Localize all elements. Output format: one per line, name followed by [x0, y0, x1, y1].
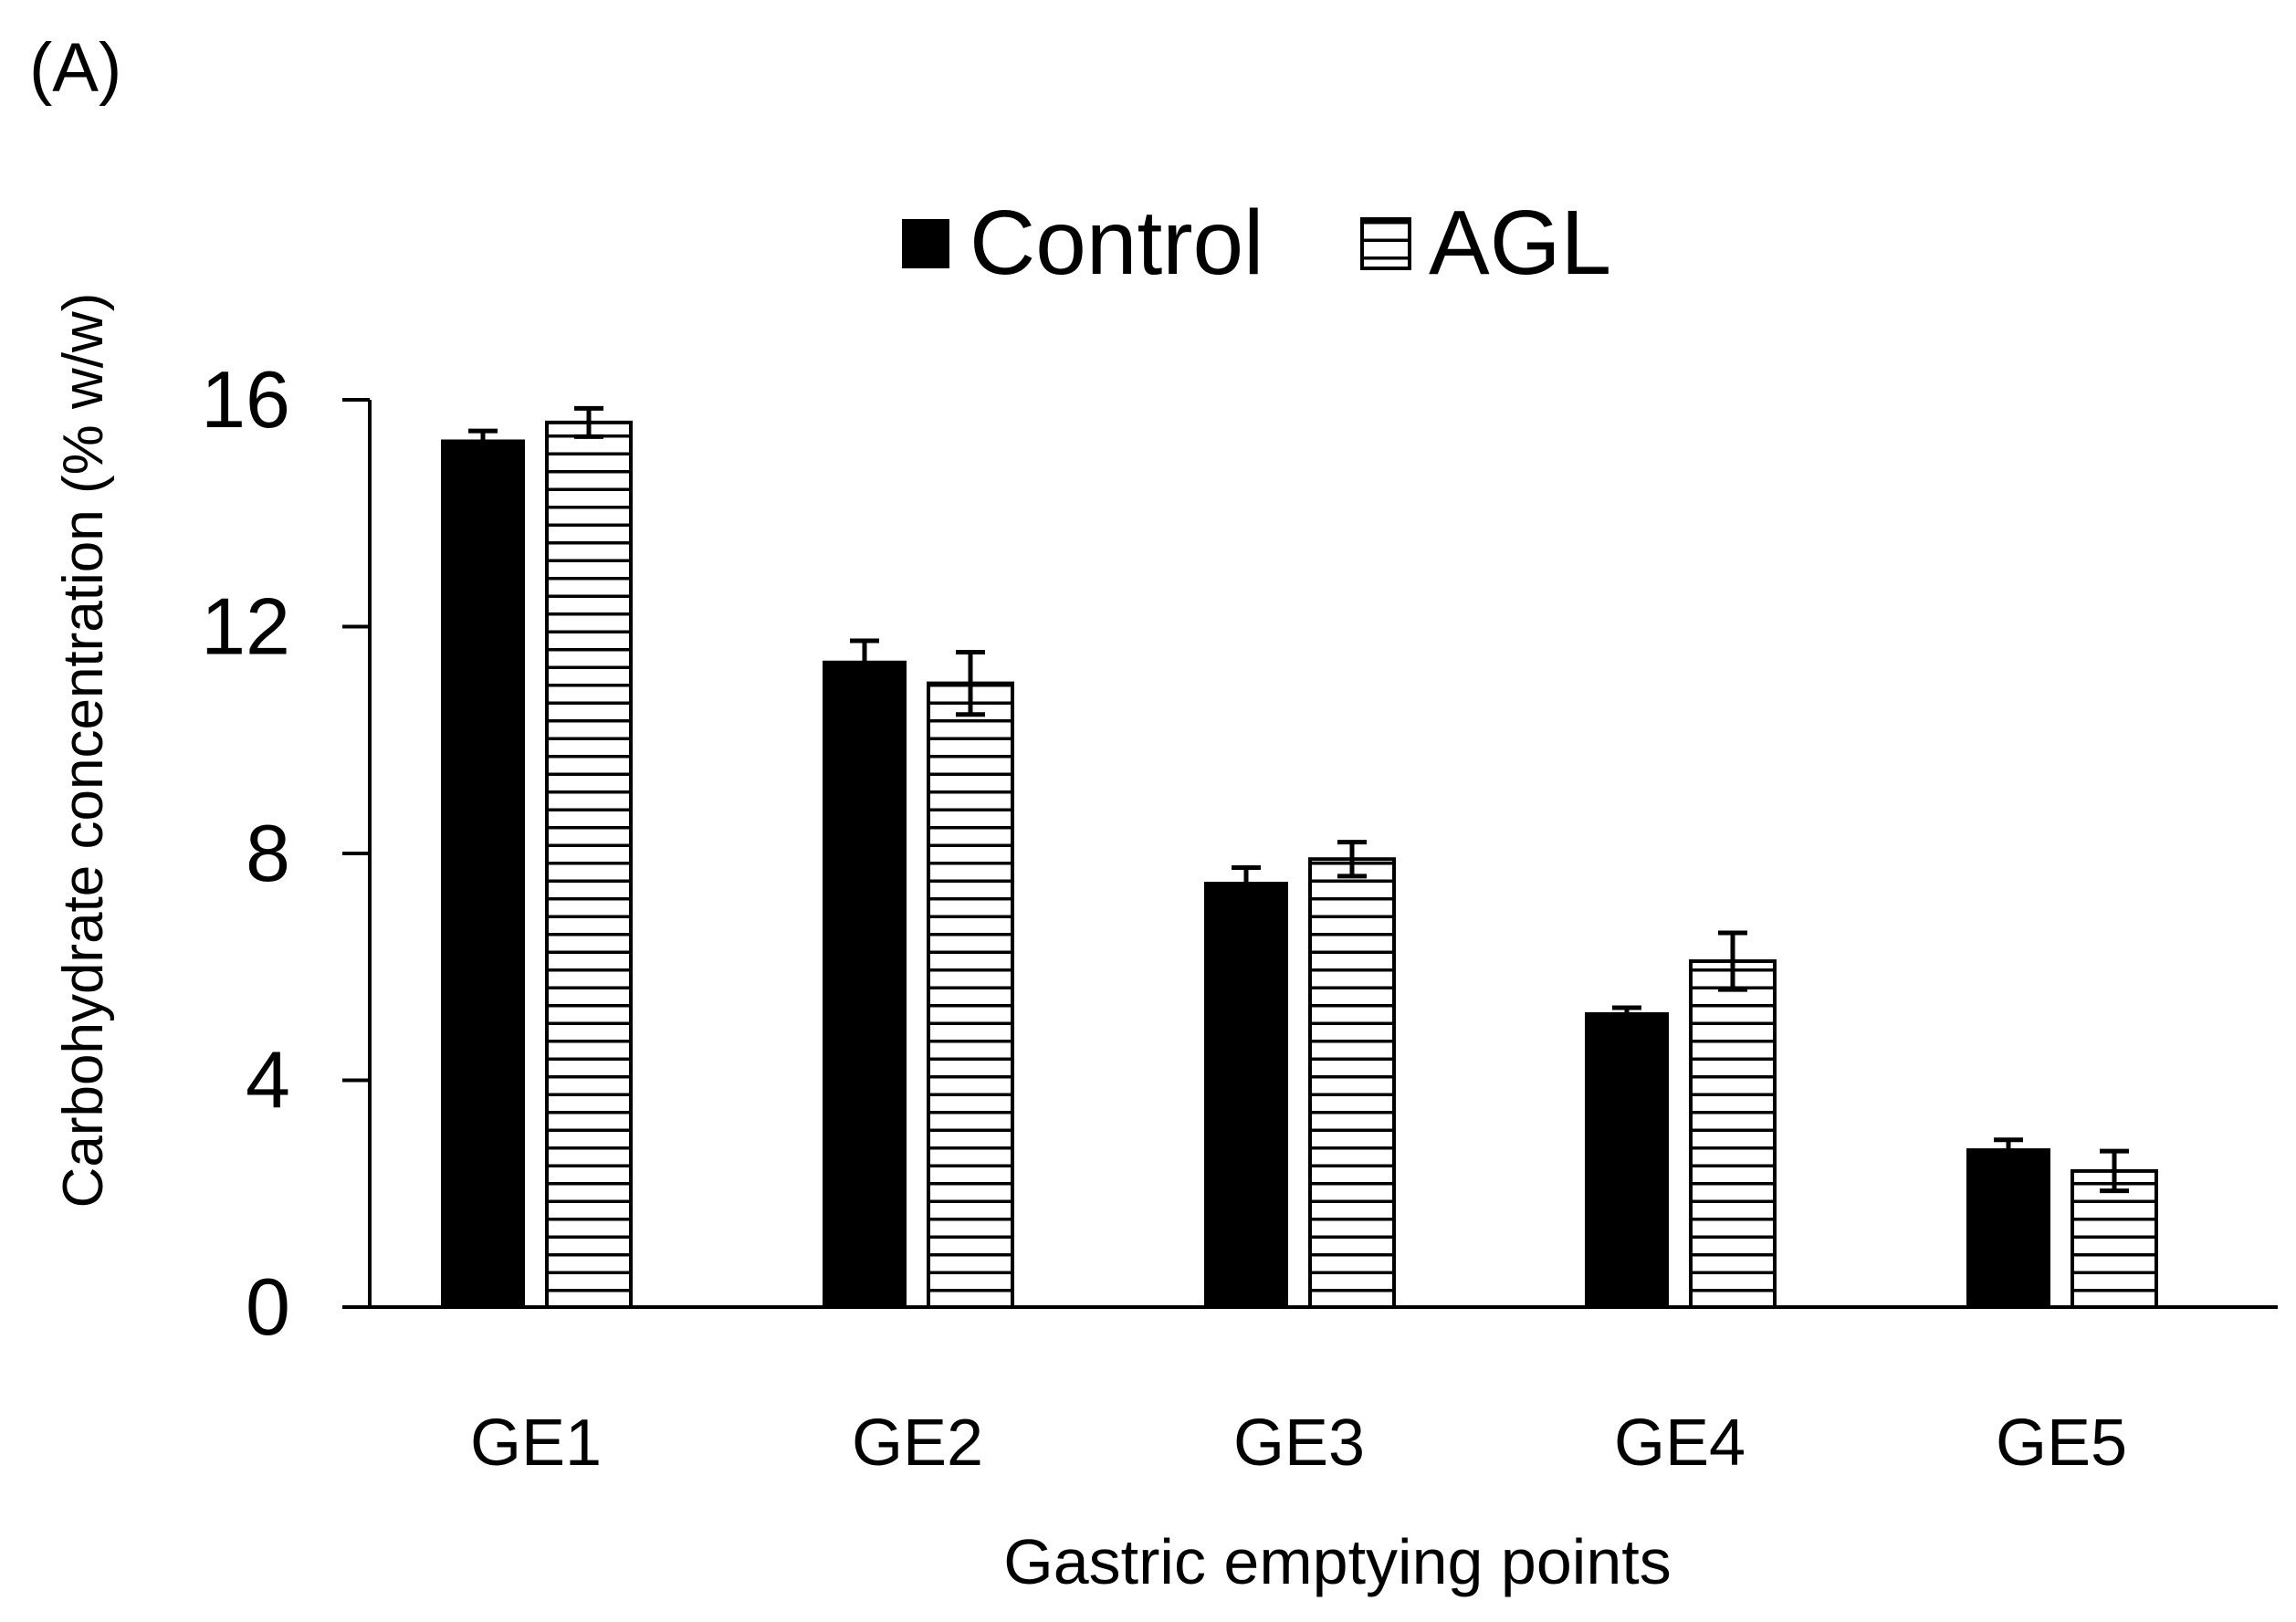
error-bar-agl-ge2: [956, 649, 985, 717]
bar-control-ge3: [1204, 882, 1288, 1307]
bar-control-ge1: [441, 439, 525, 1307]
legend-swatch-agl: [1360, 217, 1411, 270]
error-bar-control-ge1: [468, 428, 498, 451]
error-bar-control-ge2: [850, 638, 879, 684]
y-tick-label: 0: [246, 1261, 290, 1352]
x-axis-title: Gastric emptying points: [1003, 1526, 1671, 1597]
legend-label-control: Control: [970, 192, 1263, 294]
legend-label-agl: AGL: [1429, 192, 1611, 294]
panel-label: (A): [29, 29, 121, 107]
x-ticks: GE1 GE2 GE3 GE4 GE5: [470, 1407, 2127, 1480]
error-bar-agl-ge5: [2100, 1148, 2129, 1194]
y-tick-label: 4: [246, 1035, 290, 1125]
y-tick-label: 12: [201, 581, 290, 672]
y-ticks: 0 4 8 12 16: [201, 354, 370, 1352]
bar-control-ge5: [1966, 1148, 2050, 1307]
bar-agl-ge3: [1308, 857, 1396, 1310]
error-bar-control-ge5: [1994, 1137, 2023, 1159]
x-tick-label: GE4: [1614, 1407, 1746, 1480]
legend: Control AGL: [902, 192, 1611, 294]
x-tick-label: GE2: [852, 1407, 983, 1480]
y-axis-title: Carbohydrate concentration (% w/w): [52, 293, 115, 1209]
bars: [441, 405, 2158, 1310]
error-bar-agl-ge4: [1718, 930, 1747, 992]
y-tick-label: 16: [201, 354, 290, 445]
x-tick-label: GE5: [1996, 1407, 2127, 1480]
bar-control-ge4: [1585, 1011, 1669, 1307]
error-bar-agl-ge1: [574, 405, 603, 439]
error-bar-agl-ge3: [1337, 840, 1367, 879]
bar-agl-ge2: [927, 681, 1014, 1309]
bar-agl-ge1: [545, 420, 633, 1310]
error-bar-control-ge4: [1612, 1005, 1641, 1020]
y-tick-label: 8: [246, 808, 290, 898]
x-tick-label: GE1: [470, 1407, 602, 1480]
bar-agl-ge4: [1689, 959, 1777, 1309]
legend-swatch-control: [902, 219, 949, 268]
error-bar-control-ge3: [1232, 865, 1261, 899]
x-tick-label: GE3: [1233, 1407, 1365, 1480]
bar-control-ge2: [823, 660, 907, 1307]
